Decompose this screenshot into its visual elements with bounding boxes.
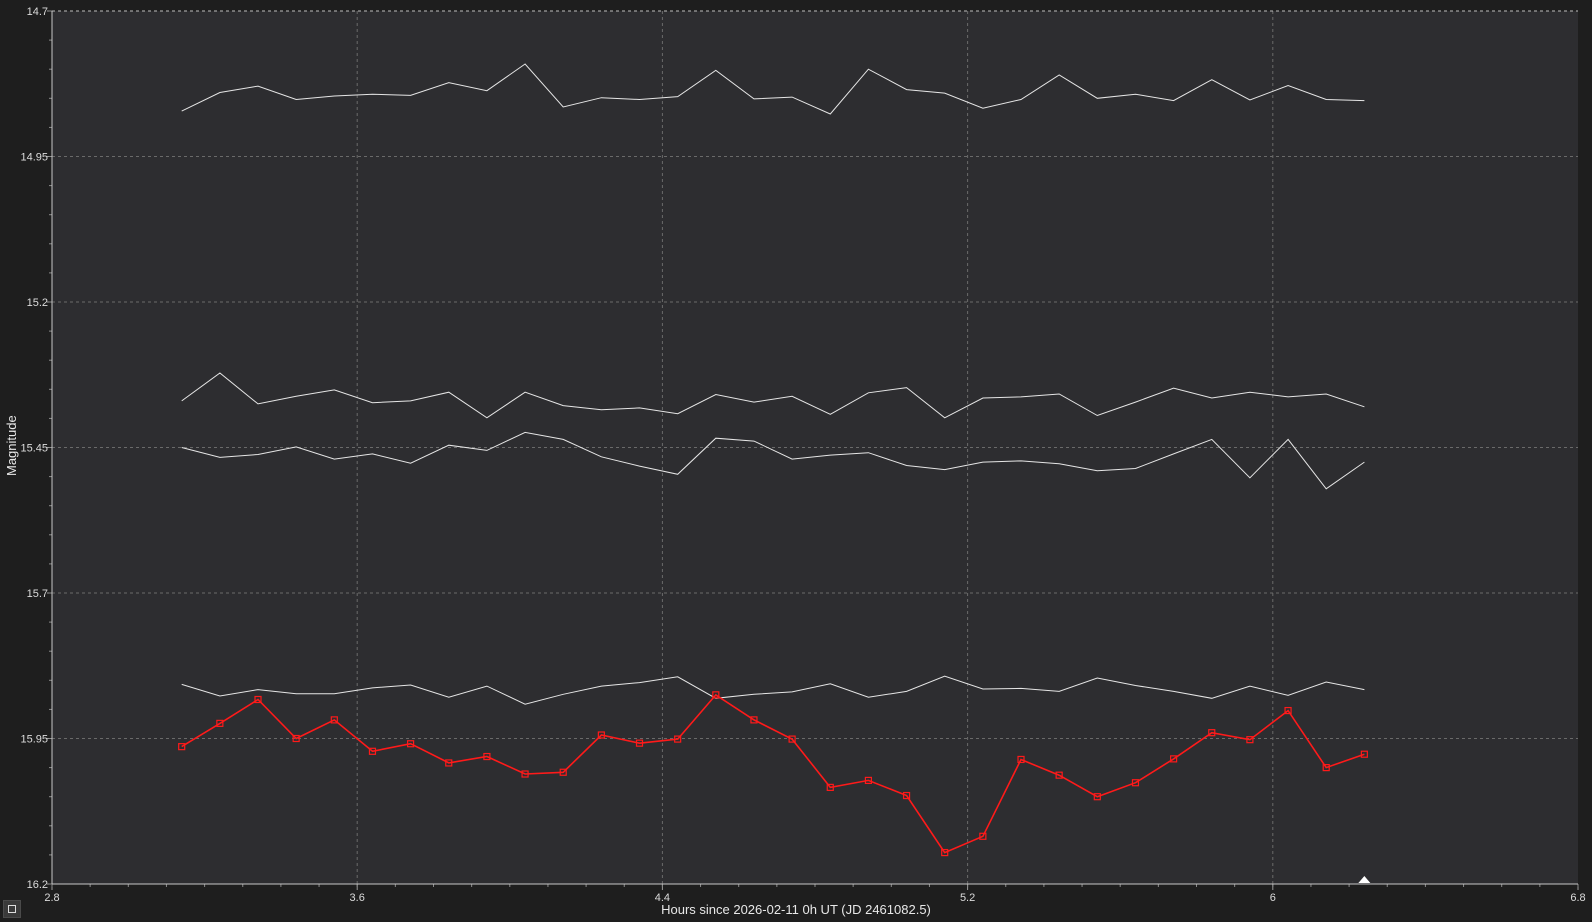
x-tick-label: 5.2 <box>960 892 975 904</box>
target-data-point <box>330 716 338 724</box>
target-data-point <box>559 768 567 776</box>
y-tick-label: 15.45 <box>20 443 48 455</box>
comparison-series-line-1 <box>181 63 1365 115</box>
y-tick-label: 15.2 <box>27 297 48 309</box>
target-data-point <box>1284 706 1292 715</box>
y-tick-label: 15.7 <box>27 588 48 600</box>
target-data-point <box>292 734 300 743</box>
target-series-line <box>181 693 1365 854</box>
target-data-point <box>750 716 758 724</box>
y-tick-label: 15.95 <box>20 734 48 746</box>
comparison-series-line-2 <box>181 372 1365 419</box>
target-data-point <box>178 743 186 751</box>
target-data-point <box>1360 750 1368 758</box>
target-data-point <box>1208 729 1216 737</box>
target-data-point <box>1093 793 1101 801</box>
target-data-point <box>788 735 796 743</box>
target-data-point <box>1322 763 1330 772</box>
target-data-point <box>864 776 873 785</box>
comparison-series-line-4 <box>181 675 1365 705</box>
target-data-point <box>712 691 720 699</box>
target-data-point <box>1246 736 1254 744</box>
y-tick-label: 14.95 <box>20 152 48 164</box>
square-icon <box>8 905 16 913</box>
target-data-point <box>254 695 262 704</box>
target-data-point <box>1131 779 1140 787</box>
target-data-point <box>216 719 224 727</box>
target-data-point <box>826 783 834 791</box>
cursor-marker-icon <box>1358 876 1371 883</box>
target-data-point <box>635 739 644 747</box>
y-axis-label: Magnitude <box>4 415 19 476</box>
target-data-point <box>445 759 453 767</box>
target-data-point <box>979 832 987 840</box>
target-data-point <box>1055 771 1063 779</box>
x-tick-label: 3.6 <box>350 892 365 904</box>
x-axis-label: Hours since 2026-02-11 0h UT (JD 2461082… <box>661 902 931 917</box>
target-data-point <box>674 735 682 743</box>
y-tick-label: 16.2 <box>27 879 48 891</box>
target-data-point <box>407 740 415 748</box>
target-data-point <box>483 752 491 761</box>
target-data-point <box>941 848 949 857</box>
target-data-point <box>1017 755 1025 764</box>
options-button[interactable] <box>3 900 21 918</box>
x-tick-label: 2.8 <box>44 892 59 904</box>
x-tick-label: 4.4 <box>655 892 670 904</box>
y-tick-label: 14.7 <box>27 6 48 18</box>
target-data-point <box>597 731 605 739</box>
x-tick-label: 6 <box>1270 892 1276 904</box>
target-data-point <box>902 791 911 800</box>
target-data-point <box>368 747 377 755</box>
target-data-point <box>1170 755 1178 763</box>
target-data-point <box>521 770 529 778</box>
x-tick-label: 6.8 <box>1570 892 1585 904</box>
comparison-series-line-3 <box>181 431 1365 490</box>
